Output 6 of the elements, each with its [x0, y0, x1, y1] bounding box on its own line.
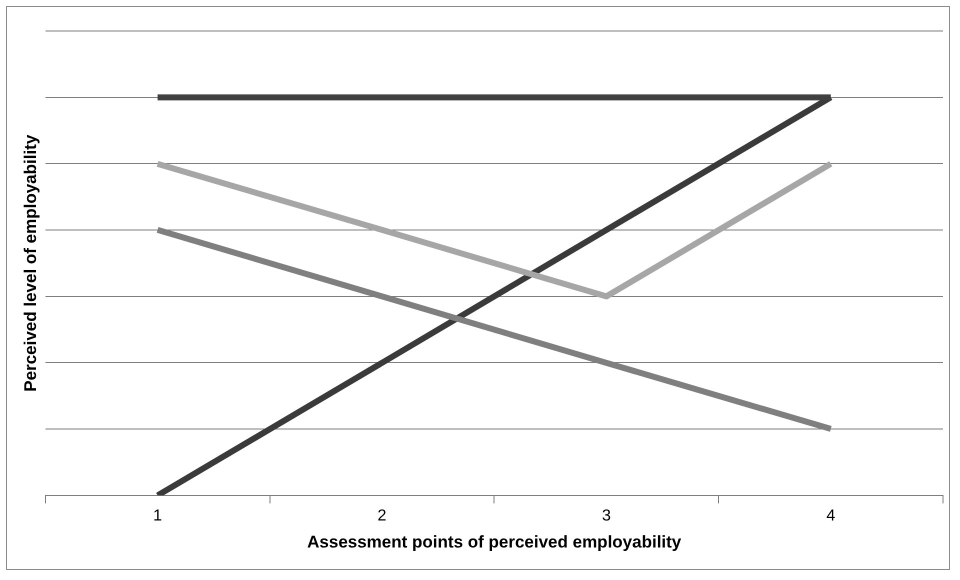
x-axis-title: Assessment points of perceived employability	[307, 532, 682, 552]
x-tick-label: 3	[602, 507, 611, 524]
y-axis-title: Perceived level of employability	[20, 134, 40, 392]
x-tick-label: 4	[826, 507, 836, 524]
x-tick-label: 1	[153, 507, 162, 524]
x-tick-label: 2	[378, 507, 387, 524]
